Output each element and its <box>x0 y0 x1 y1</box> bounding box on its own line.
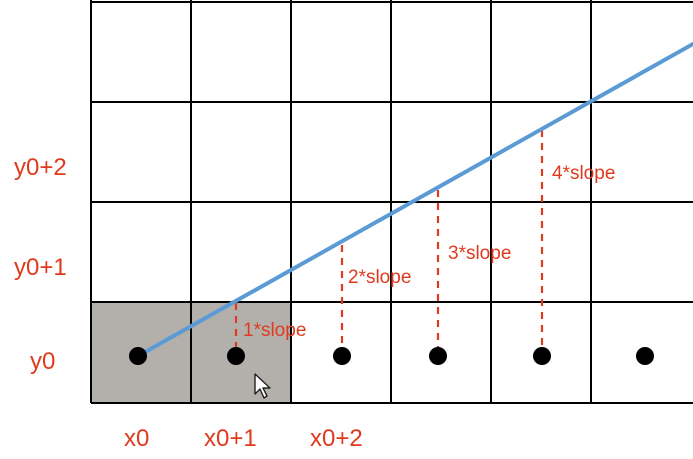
pixel-center-point <box>533 347 551 365</box>
pixel-center-point <box>636 347 654 365</box>
y-label-y0-plus-2: y0+2 <box>14 154 67 181</box>
slope-label-1: 1*slope <box>243 320 306 341</box>
y-label-y0: y0 <box>30 348 55 375</box>
ideal-line <box>136 42 693 358</box>
pixel-center-point <box>129 347 147 365</box>
x-label-x0-plus-1: x0+1 <box>204 425 257 452</box>
slope-label-2: 2*slope <box>348 267 411 288</box>
x-label-x0-plus-2: x0+2 <box>310 425 363 452</box>
pixel-center-point <box>227 347 245 365</box>
x-label-x0: x0 <box>124 425 149 452</box>
slope-label-4: 4*slope <box>552 163 615 184</box>
mouse-pointer-icon <box>254 373 271 399</box>
y-label-y0-plus-1: y0+1 <box>14 254 67 281</box>
pixel-center-point <box>429 347 447 365</box>
slope-label-3: 3*slope <box>448 243 511 264</box>
pixel-center-point <box>333 347 351 365</box>
